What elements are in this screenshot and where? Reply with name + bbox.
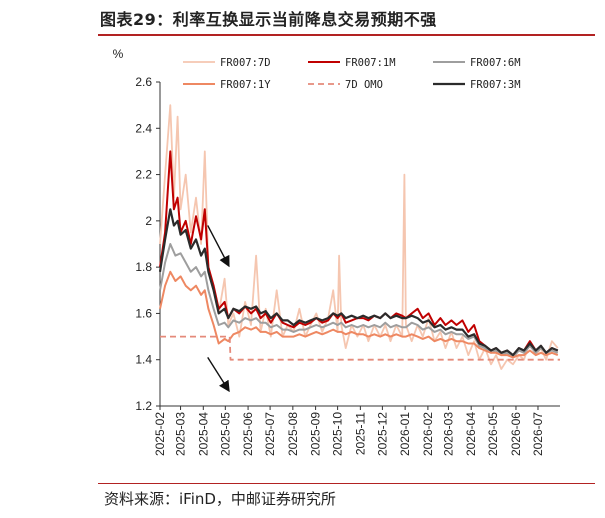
- legend-label: FR007:3M: [470, 79, 521, 91]
- y-tick-label: 2.2: [135, 168, 152, 182]
- series-line-7d-omo: [160, 335, 560, 361]
- x-tick-label: 2025-03: [174, 412, 188, 456]
- x-tick-label: 2026-01: [398, 412, 412, 456]
- x-tick-label: 2026-05: [486, 412, 500, 456]
- y-tick-label: 1.2: [135, 399, 152, 413]
- x-tick-label: 2025-02: [153, 412, 167, 456]
- x-tick-label: 2025-04: [196, 412, 210, 456]
- x-tick-label: 2026-04: [464, 412, 478, 456]
- series-line-fr007-7d: [159, 104, 559, 370]
- series-line-fr007-3m: [158, 208, 559, 357]
- x-tick-label: 2025-07: [263, 412, 277, 456]
- y-tick-label: 2: [145, 214, 152, 228]
- line-chart: 1.2 1.4 1.6 1.8 2 2.2 2.4 2.6 2025-02 2025-03 2025…: [113, 47, 560, 456]
- x-tick-label: 2026-07: [531, 412, 545, 456]
- chart-title: 图表29：利率互换显示当前降息交易预期不强: [100, 10, 437, 29]
- y-tick-label: 1.8: [135, 260, 152, 274]
- y-tick-label: 1.6: [135, 306, 152, 320]
- x-tick-label: 2025-06: [241, 412, 255, 456]
- series-line-fr007-6m: [159, 243, 559, 359]
- x-tick-label: 2025-11: [353, 412, 367, 455]
- annotations-layer: [207, 225, 230, 393]
- y-tick-label: 1.4: [135, 353, 152, 367]
- legend: FR007:7D FR007:1M FR007:6M FR007:1Y 7D OMO FR…: [183, 57, 521, 91]
- plot-area: [158, 104, 560, 370]
- legend-label: FR007:7D: [220, 57, 271, 69]
- trend-arrow: [207, 225, 230, 268]
- x-tick-label: 2026-03: [441, 412, 455, 456]
- source-rule: [98, 483, 595, 484]
- axes-layer: 1.2 1.4 1.6 1.8 2 2.2 2.4 2.6 2025-02 2025-03 2025…: [135, 75, 560, 456]
- legend-label: FR007:1M: [345, 57, 396, 69]
- x-tick-label: 2025-09: [309, 412, 323, 456]
- x-tick-label: 2025-05: [218, 412, 232, 456]
- title-rule: [98, 34, 595, 36]
- y-axis-unit-label: %: [113, 47, 124, 61]
- source-note: 资料来源：iFinD，中邮证券研究所: [104, 490, 336, 508]
- y-tick-label: 2.4: [135, 121, 152, 135]
- x-tick-label: 2025-08: [286, 412, 300, 456]
- trend-arrow: [207, 357, 230, 393]
- x-tick-label: 2026-02: [421, 412, 435, 456]
- series-line-fr007-1y: [159, 270, 559, 359]
- legend-label: FR007:6M: [470, 57, 521, 69]
- legend-label: FR007:1Y: [220, 79, 271, 91]
- x-tick-label: 2025-10: [331, 412, 345, 456]
- x-tick-label: 2026-06: [509, 412, 523, 456]
- y-tick-label: 2.6: [135, 75, 152, 89]
- x-tick-label: 2025-12: [375, 412, 389, 456]
- legend-label: 7D OMO: [345, 79, 383, 91]
